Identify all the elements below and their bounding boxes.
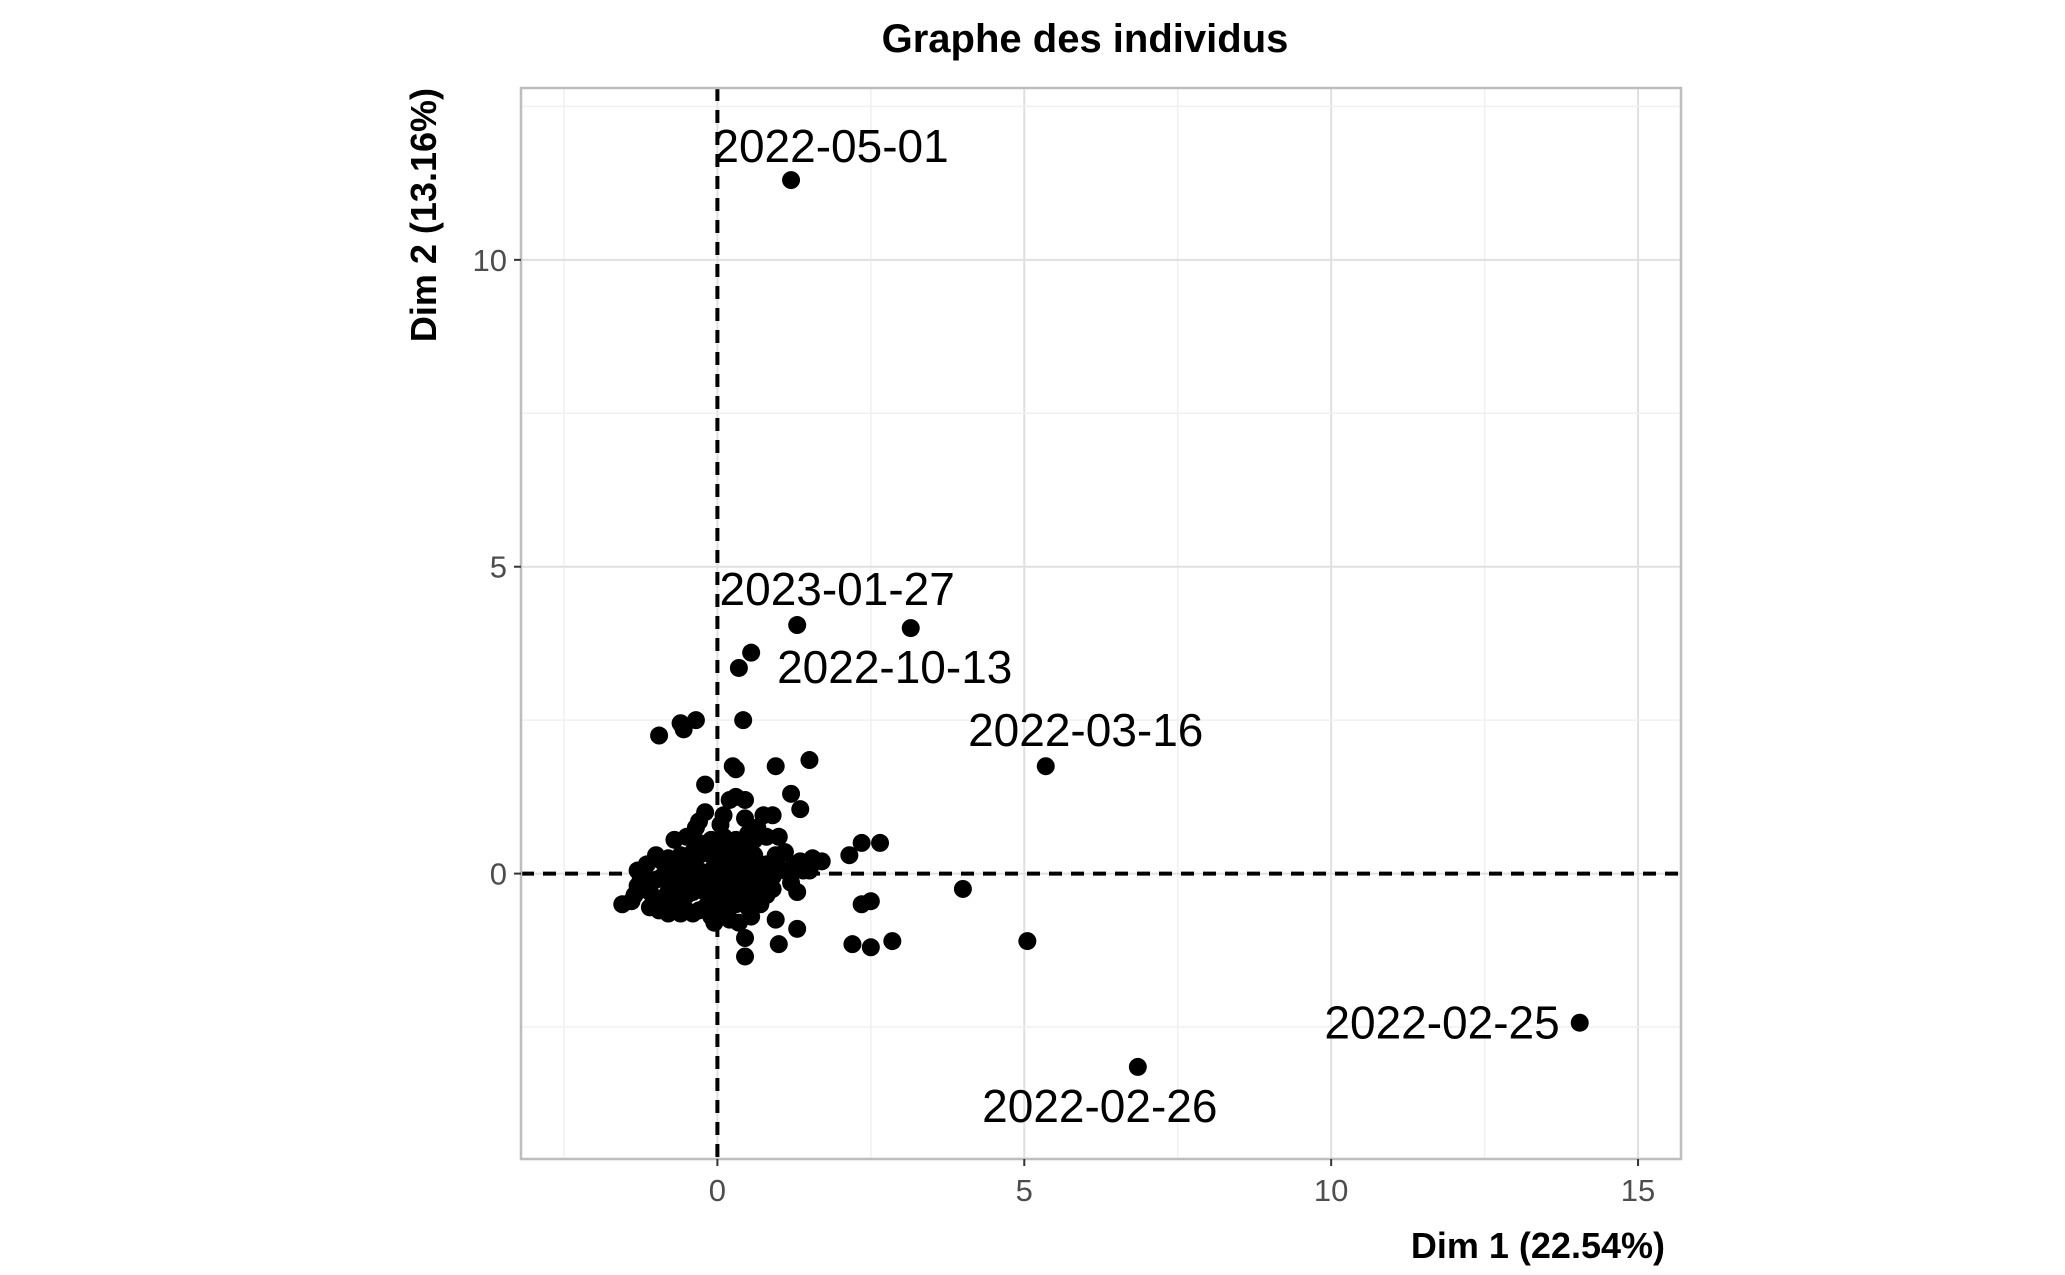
data-point [883,932,902,951]
data-point [861,938,880,957]
point-labels: 2022-05-01 2023-01-27 2022-10-13 2022-03-16… [713,120,1559,1132]
data-point [800,751,819,770]
labeled-data-point [782,171,801,190]
data-point [791,800,810,819]
y-axis-title: Dim 2 (13.16%) [403,88,444,342]
x-tick-label: 5 [1016,1173,1033,1208]
y-tick-label: 0 [490,857,507,892]
labeled-data-point [788,616,807,635]
data-point [871,833,890,852]
data-point [736,790,755,809]
data-point [788,883,807,902]
data-point [788,919,807,938]
data-point [953,879,972,898]
plot-grid [521,88,1681,1159]
data-point [782,784,801,803]
labeled-data-point [901,619,920,638]
data-point [800,861,819,880]
data-point [745,846,764,865]
x-tick-label: 10 [1314,1173,1348,1208]
x-axis-ticks: 0 5 10 15 [709,1159,1655,1208]
data-point [720,790,739,809]
data-point [812,852,831,871]
point-label: 2022-02-26 [982,1080,1217,1132]
plot-frame [519,86,1683,1161]
data-point [736,929,755,948]
point-label: 2022-02-25 [1324,997,1559,1049]
point-label: 2023-01-27 [720,563,955,615]
data-point [734,711,753,730]
data-point [766,910,785,929]
chart-title: Graphe des individus [882,17,1289,61]
labeled-data-point [1036,757,1055,776]
data-point [766,757,785,776]
y-axis-ticks: 0 5 10 [473,243,521,892]
x-tick-label: 0 [709,1173,726,1208]
y-tick-label: 5 [490,550,507,585]
point-label: 2022-10-13 [777,641,1012,693]
labeled-data-point [1128,1057,1147,1076]
data-point [686,711,705,730]
data-point [711,815,730,834]
data-point [852,895,871,914]
data-point [840,846,859,865]
y-tick-label: 10 [473,243,507,278]
data-point [650,726,669,745]
data-point [705,913,724,932]
data-point [696,775,715,794]
data-point [769,935,788,954]
data-point [748,818,767,837]
data-point [729,658,748,677]
data-point [852,833,871,852]
data-point [729,913,748,932]
data-point [631,870,650,889]
point-label: 2022-03-16 [968,704,1203,756]
data-point [1018,932,1037,951]
reference-lines [521,88,1681,1159]
data-point [726,760,745,779]
data-point [736,809,755,828]
x-axis-title: Dim 1 (22.54%) [1411,1225,1665,1266]
data-point [742,643,761,662]
point-label: 2022-05-01 [713,120,948,172]
data-point [674,720,693,739]
data-points [613,171,1589,1076]
labeled-data-point [1570,1013,1589,1032]
data-point [640,883,659,902]
data-point [736,947,755,966]
x-tick-label: 15 [1621,1173,1655,1208]
data-point [686,818,705,837]
data-point [843,935,862,954]
data-point [785,855,804,874]
